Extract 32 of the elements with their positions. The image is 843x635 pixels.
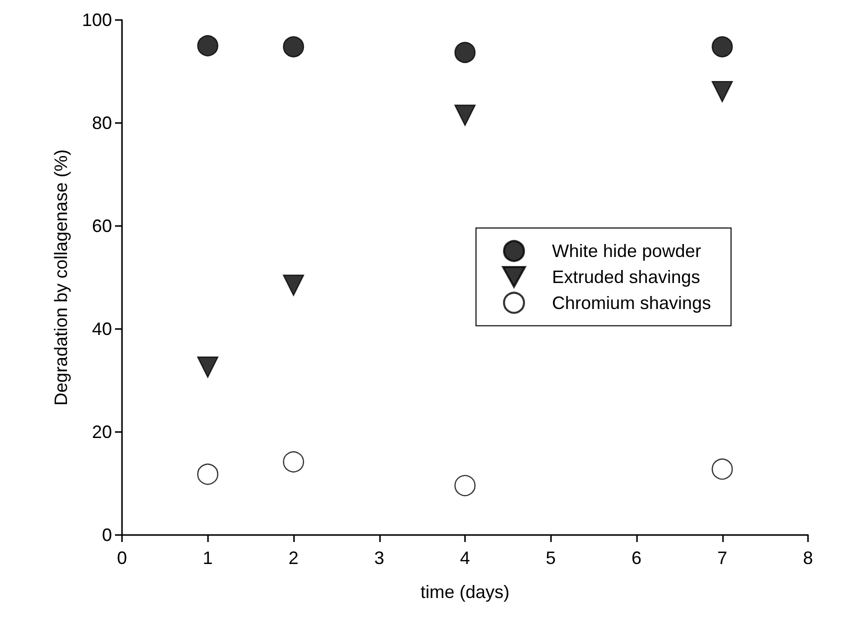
y-tick-label: 80 [92, 113, 112, 133]
point [712, 458, 733, 480]
y-tick-label: 40 [92, 319, 112, 339]
y-tick-label: 20 [92, 422, 112, 442]
x-tick-label: 5 [546, 548, 556, 568]
y-tick-label: 100 [82, 10, 112, 30]
legend-label: Extruded shavings [552, 266, 700, 287]
point [454, 474, 476, 496]
y-axis-title: Degradation by collagenase (%) [51, 149, 71, 406]
point [197, 35, 218, 56]
x-tick-label: 6 [631, 548, 642, 568]
x-tick-label: 1 [202, 548, 213, 568]
legend-label: White hide powder [552, 241, 702, 261]
point [197, 356, 218, 378]
y-tick-label: 60 [92, 216, 112, 236]
x-axis-title: time (days) [420, 582, 510, 602]
point [282, 274, 304, 296]
legend-label: Chromium shavings [552, 292, 712, 313]
point [454, 104, 476, 126]
x-tick-label: 4 [460, 548, 470, 568]
point [282, 36, 304, 58]
x-tick-label: 0 [116, 548, 128, 568]
y-tick-label: 0 [102, 525, 112, 545]
x-tick-label: 2 [288, 548, 299, 568]
point [282, 451, 304, 472]
x-tick-label: 7 [717, 548, 728, 568]
point [712, 80, 733, 102]
x-tick-label: 3 [374, 548, 384, 568]
x-tick-label: 8 [802, 548, 814, 568]
point [197, 464, 218, 485]
point [712, 36, 733, 58]
point [454, 42, 476, 64]
